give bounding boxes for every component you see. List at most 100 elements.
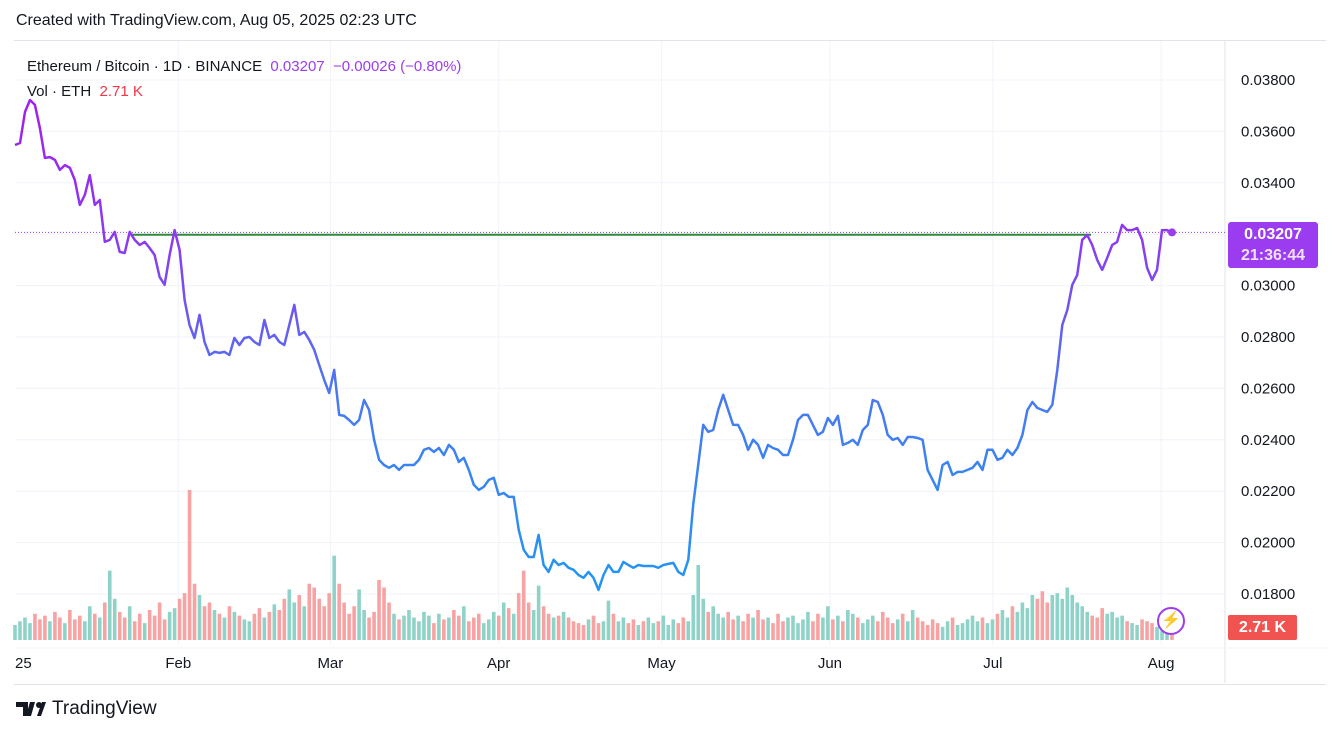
volume-bar: [402, 615, 406, 640]
volume-bar: [207, 602, 212, 640]
volume-bar: [377, 580, 381, 640]
volume-bar: [925, 625, 930, 640]
volume-bar: [581, 625, 586, 640]
price-axis[interactable]: 0.038000.036000.034000.032000.030000.028…: [1241, 72, 1295, 603]
volume-bar: [701, 598, 706, 640]
volume-bar: [172, 608, 177, 640]
bar-countdown: 21:36:44: [1240, 247, 1306, 264]
volume-bar: [397, 619, 401, 640]
lightning-icon[interactable]: ⚡: [1157, 607, 1185, 635]
volume-bar: [511, 613, 516, 640]
volume-title[interactable]: Vol · ETH: [27, 83, 92, 100]
volume-bars: [13, 490, 1174, 640]
volume-bar: [43, 615, 47, 640]
volume-bar: [107, 570, 112, 640]
volume-bar: [486, 619, 491, 640]
volume-bar: [1000, 610, 1005, 640]
volume-bar: [1140, 619, 1144, 640]
price-tick-label: 0.03800: [1241, 72, 1295, 89]
volume-bar: [1095, 617, 1099, 640]
price-tick-label: 0.02000: [1241, 535, 1295, 552]
brand-name: TradingView: [52, 698, 157, 719]
price-tick-label: 0.02400: [1241, 432, 1295, 449]
volume-bar: [367, 617, 371, 640]
volume-bar: [826, 606, 830, 640]
price-tick-label: 0.02200: [1241, 483, 1295, 500]
volume-bar: [631, 619, 636, 640]
symbol-title[interactable]: Ethereum / Bitcoin · 1D · BINANCE: [27, 58, 263, 75]
volume-bar: [182, 593, 187, 640]
volume-bar: [571, 621, 576, 640]
volume-bar: [382, 587, 386, 640]
volume-bar: [28, 623, 32, 640]
volume-bar: [481, 623, 486, 640]
volume-bar: [277, 610, 282, 640]
volume-bar: [292, 602, 297, 640]
volume-bar: [1115, 617, 1119, 640]
volume-bar: [132, 621, 137, 640]
volume-bar: [1030, 595, 1035, 640]
volume-bar: [781, 621, 785, 640]
tradingview-logo[interactable]: TradingView: [16, 698, 157, 720]
volume-bar: [546, 613, 551, 640]
volume-bar: [691, 595, 696, 640]
volume-bar: [267, 611, 272, 640]
volume-bar: [217, 613, 222, 640]
volume-bar: [811, 621, 815, 640]
price-line: [14, 98, 1173, 592]
time-tick-label: Aug: [1148, 655, 1175, 672]
volume-bar: [347, 613, 351, 640]
volume-bar: [626, 623, 631, 640]
volume-bar: [975, 621, 980, 640]
volume-bar: [870, 615, 875, 640]
volume-bar: [965, 619, 970, 640]
volume-bar: [905, 621, 910, 640]
volume-bar: [187, 490, 192, 640]
volume-bar: [1155, 626, 1159, 640]
volume-bar: [58, 617, 62, 640]
volume-bar: [1145, 621, 1149, 640]
volume-bar: [895, 619, 900, 640]
volume-bar: [731, 619, 735, 640]
volume-bar: [1055, 593, 1060, 640]
volume-bar: [950, 617, 955, 640]
created-with-header: Created with TradingView.com, Aug 05, 20…: [16, 12, 417, 29]
volume-bar: [162, 619, 167, 640]
volume-bar: [212, 610, 217, 640]
volume-bar: [1015, 611, 1020, 640]
volume-bar: [1085, 611, 1090, 640]
volume-bar: [472, 617, 476, 640]
volume-bar: [327, 593, 331, 640]
volume-bar: [601, 621, 606, 640]
volume-bar: [676, 623, 681, 640]
volume-bar: [142, 623, 147, 640]
volume-bar: [73, 619, 77, 640]
volume-bar: [985, 623, 990, 640]
volume-bar: [417, 621, 421, 640]
volume-tag: 2.71 K: [1228, 615, 1297, 640]
volume-bar: [621, 617, 626, 640]
time-axis[interactable]: 25 Feb Mar Apr May Jun Jul Aug: [15, 655, 1175, 672]
volume-bar: [23, 617, 27, 640]
volume-bar: [387, 602, 391, 640]
volume-bar: [766, 617, 770, 640]
legend-change: −0.00026 (−0.80%): [333, 58, 462, 75]
volume-bar: [751, 617, 755, 640]
last-price-tag: 0.03207 21:36:44: [1228, 222, 1318, 268]
volume-bar: [536, 585, 541, 640]
volume-bar: [1040, 591, 1045, 640]
volume-bar: [880, 611, 885, 640]
volume-bar: [357, 589, 361, 640]
volume-bar: [112, 598, 117, 640]
volume-bar: [711, 606, 715, 640]
volume-bar: [237, 615, 242, 640]
volume-bar: [656, 621, 661, 640]
volume-bar: [616, 621, 621, 640]
time-tick-label: Feb: [165, 655, 191, 672]
volume-bar: [596, 623, 601, 640]
volume-bar: [422, 611, 426, 640]
price-tick-label: 0.02800: [1241, 329, 1295, 346]
volume-bar: [806, 611, 810, 640]
volume-bar: [232, 611, 237, 640]
